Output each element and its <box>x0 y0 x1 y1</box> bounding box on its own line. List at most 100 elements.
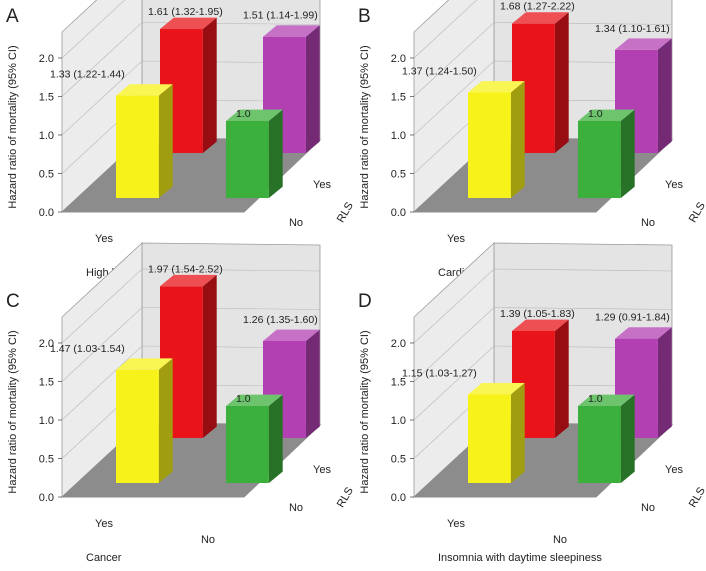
panel-letter: B <box>358 6 371 27</box>
x-axis-title: Insomnia with daytime sleepiness <box>438 552 602 564</box>
bar-top <box>468 81 525 93</box>
bar-value-label: 1.0 <box>236 108 251 120</box>
bar-front <box>578 121 621 198</box>
bar-value-label: 1.37 (1.24-1.50) <box>402 66 477 78</box>
bar-top <box>116 358 173 370</box>
bar-side <box>202 274 217 438</box>
gridline <box>413 22 673 97</box>
gridline <box>61 345 321 421</box>
gridline <box>61 307 321 382</box>
gridline <box>413 345 673 421</box>
bar-top <box>578 394 635 406</box>
z-category-label: No <box>641 502 655 514</box>
z-category-label: No <box>641 217 655 229</box>
gridline <box>61 60 321 136</box>
y-tick-label: 0.5 <box>39 169 54 181</box>
bar-front <box>468 92 511 198</box>
y-tick-label: 1.0 <box>39 130 54 142</box>
bar-value-label: 1.97 (1.54-2.52) <box>148 263 223 275</box>
z-category-label: Yes <box>665 179 683 191</box>
bar-rls-yes-no <box>263 329 320 438</box>
bar-side <box>554 12 569 154</box>
bar-side <box>305 25 320 153</box>
z-axis-label: RLS <box>335 485 356 510</box>
bar-side <box>158 358 173 483</box>
bar-front <box>578 406 621 483</box>
y-tick-label: 2.0 <box>39 53 54 65</box>
panel-letter: A <box>6 6 19 27</box>
bar-rls-yes-no <box>263 25 320 154</box>
y-tick-label: 1.5 <box>391 92 406 104</box>
gridline <box>413 268 673 344</box>
x-category-label: No <box>201 534 215 546</box>
z-axis-label: RLS <box>335 200 356 225</box>
bar-top <box>226 109 283 121</box>
bar-rls-yes-yes <box>160 17 217 154</box>
x-axis-title: Cancer <box>86 552 122 564</box>
bar-value-label: 1.61 (1.32-1.95) <box>148 6 223 18</box>
y-axis-label: Hazard ratio of mortality (95% CI) <box>359 330 371 493</box>
bar-top <box>578 109 635 121</box>
bar-front <box>226 121 269 198</box>
gridline <box>413 60 673 136</box>
bar-rls-no-no <box>578 394 635 483</box>
y-axis-label: Hazard ratio of mortality (95% CI) <box>7 330 19 493</box>
bar-side <box>268 109 283 198</box>
bar-top <box>512 12 569 24</box>
bar-rls-no-yes <box>468 383 525 483</box>
x-category-label: Yes <box>447 518 465 530</box>
gridline <box>61 22 321 97</box>
y-tick-label: 0.5 <box>39 454 54 466</box>
bar-rls-no-yes <box>468 81 525 198</box>
y-tick-label: 0.0 <box>391 492 406 504</box>
bar-rls-no-no <box>226 109 283 198</box>
bar-rls-no-yes <box>116 84 173 198</box>
y-tick-label: 1.0 <box>391 415 406 427</box>
bar-front <box>468 394 511 483</box>
bar-top <box>615 38 672 50</box>
z-category-label: Yes <box>665 464 683 476</box>
y-tick-label: 2.0 <box>391 338 406 350</box>
y-axis-label: Hazard ratio of mortality (95% CI) <box>7 45 19 208</box>
bar-side <box>510 383 525 483</box>
x-category-label: No <box>553 534 567 546</box>
bar-side <box>305 329 320 438</box>
bar-front <box>116 369 159 483</box>
bar-front <box>226 406 269 483</box>
bar-side <box>657 38 672 153</box>
bar-value-label: 1.0 <box>588 108 603 120</box>
gridline <box>413 0 478 59</box>
bar-side <box>554 319 569 438</box>
y-tick-label: 1.5 <box>39 377 54 389</box>
gridline <box>413 307 673 382</box>
bar-value-label: 1.39 (1.05-1.83) <box>500 308 575 320</box>
z-category-label: Yes <box>313 179 331 191</box>
chart-panel-b: B 0.0 0.5 1.0 1.5 2.0 Hazard ratio of mortalit… <box>358 0 706 279</box>
x-category-label: Yes <box>447 233 465 245</box>
panel-letter: C <box>6 291 20 312</box>
bar-side <box>620 109 635 198</box>
bar-rls-no-no <box>578 109 635 198</box>
bar-top <box>512 319 569 331</box>
bar-top <box>160 274 217 287</box>
y-tick-label: 0.0 <box>391 207 406 219</box>
y-tick-label: 0.5 <box>391 169 406 181</box>
bar-value-label: 1.0 <box>236 393 251 405</box>
bar-value-label: 1.47 (1.03-1.54) <box>50 343 125 355</box>
bar-top <box>615 327 672 339</box>
z-category-label: No <box>289 217 303 229</box>
bar-value-label: 1.0 <box>588 393 603 405</box>
bar-top <box>226 394 283 406</box>
bar-rls-no-no <box>226 394 283 483</box>
bar-side <box>657 327 672 438</box>
bar-value-label: 1.15 (1.03-1.27) <box>402 367 477 379</box>
x-category-label: Yes <box>95 233 113 245</box>
y-tick-label: 2.0 <box>39 338 54 350</box>
chart-panel-c: C 0.0 0.5 1.0 1.5 2.0 Hazard ratio of mortalit… <box>6 242 356 564</box>
panel-letter: D <box>358 291 372 312</box>
bar-value-label: 1.26 (1.35-1.60) <box>243 314 318 326</box>
x-category-label: Yes <box>95 518 113 530</box>
y-tick-label: 1.5 <box>39 92 54 104</box>
bar-top <box>263 25 320 37</box>
z-axis-label: RLS <box>687 485 706 510</box>
